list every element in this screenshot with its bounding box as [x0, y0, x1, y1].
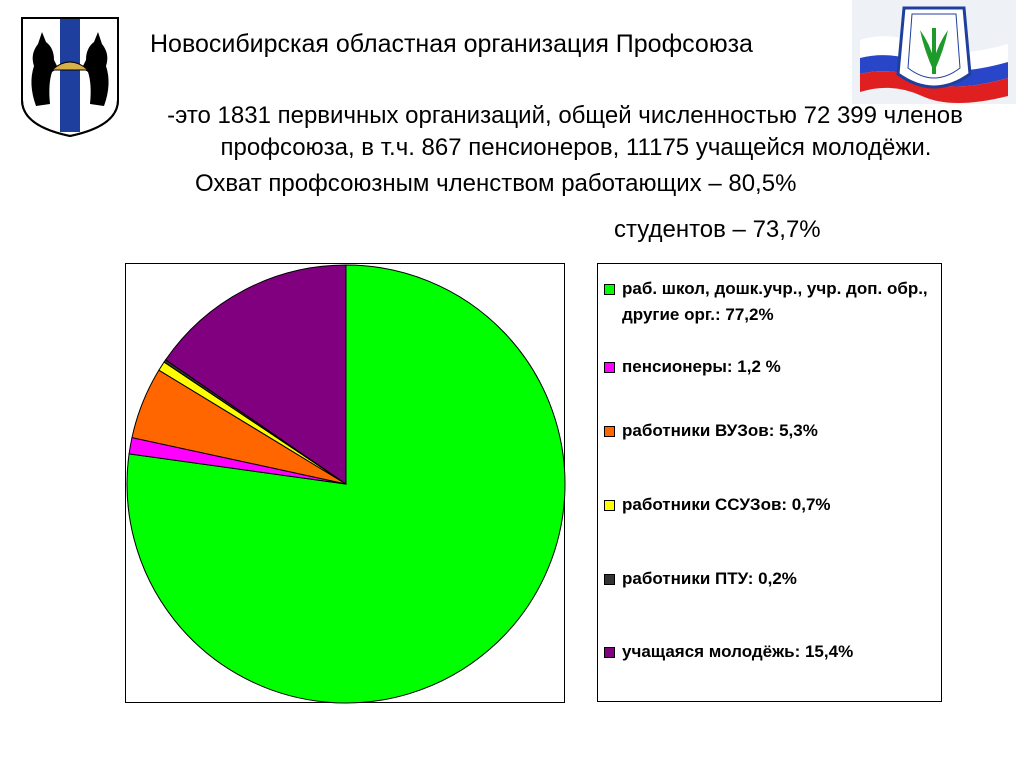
summary-line-2-text: профсоюза, в т.ч. 867 пенсионеров, 11175…	[220, 134, 932, 161]
coverage-workers-text: Охват профсоюзным членством работающих –…	[195, 170, 797, 197]
pie-slice-6	[164, 264, 347, 485]
summary-line-1: -это 1831 первичных организаций, общей ч…	[0, 102, 1024, 130]
legend-item-5: работники ПТУ: 0,2%	[604, 566, 934, 592]
pie-chart-area	[125, 263, 566, 704]
legend-item-1: раб. школ, дошк.учр., учр. доп. обр., др…	[604, 276, 934, 328]
union-logo-emblem	[852, 0, 1016, 104]
legend-swatch-4	[604, 500, 615, 511]
chart-legend: раб. школ, дошк.учр., учр. доп. обр., др…	[597, 263, 942, 702]
legend-label-5: работники ПТУ: 0,2%	[622, 569, 797, 588]
legend-item-3: работники ВУЗов: 5,3%	[604, 418, 934, 444]
pie-chart	[126, 264, 566, 704]
legend-item-6: учащаяся молодёжь: 15,4%	[604, 639, 934, 665]
legend-item-4: работники ССУЗов: 0,7%	[604, 492, 934, 518]
legend-swatch-2	[604, 362, 615, 373]
page-title: Новосибирская областная организация Проф…	[150, 30, 753, 58]
legend-swatch-3	[604, 426, 615, 437]
coverage-students-text: студентов – 73,7%	[614, 216, 821, 243]
legend-swatch-6	[604, 647, 615, 658]
legend-swatch-5	[604, 574, 615, 585]
legend-label-2: пенсионеры: 1,2 %	[622, 357, 781, 376]
legend-item-2: пенсионеры: 1,2 %	[604, 354, 934, 380]
legend-swatch-1	[604, 284, 615, 295]
legend-label-6: учащаяся молодёжь: 15,4%	[622, 642, 854, 661]
legend-label-1: раб. школ, дошк.учр., учр. доп. обр., др…	[622, 279, 928, 324]
coat-of-arms-emblem	[18, 14, 122, 138]
legend-label-3: работники ВУЗов: 5,3%	[622, 421, 818, 440]
legend-label-4: работники ССУЗов: 0,7%	[622, 495, 831, 514]
summary-line-1-text: -это 1831 первичных организаций, общей ч…	[167, 102, 963, 129]
summary-line-2: профсоюза, в т.ч. 867 пенсионеров, 11175…	[0, 134, 1024, 162]
